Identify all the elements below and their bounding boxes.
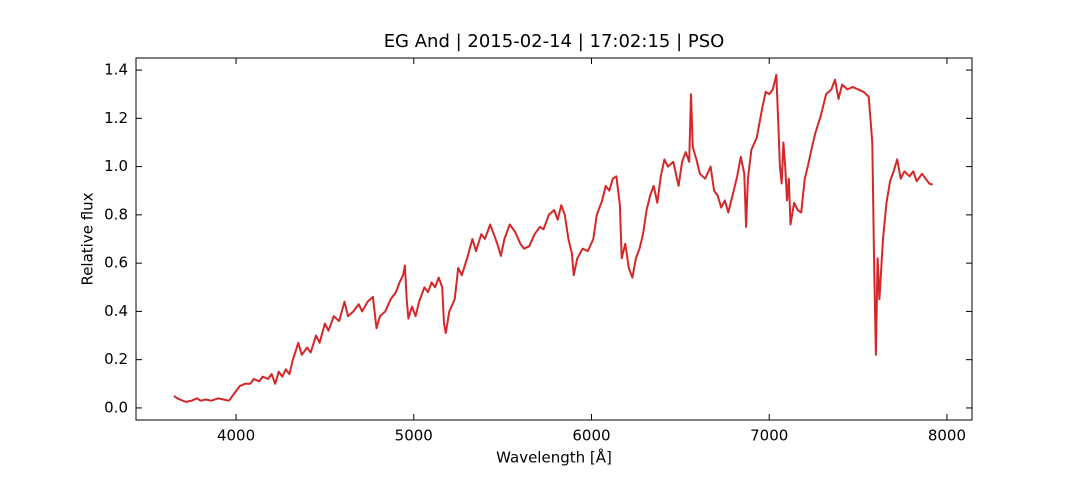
chart-title: EG And | 2015-02-14 | 17:02:15 | PSO: [384, 31, 725, 52]
x-tick-label: 4000: [217, 427, 255, 445]
x-tick-label: 8000: [928, 427, 966, 445]
y-tick-label: 0.8: [104, 205, 128, 223]
x-tick-label: 7000: [750, 427, 788, 445]
y-tick-label: 1.4: [104, 61, 128, 79]
plot-frame: [135, 57, 973, 421]
x-tick-label: 6000: [572, 427, 610, 445]
y-tick-label: 0.2: [104, 350, 128, 368]
y-axis-label: Relative flux: [79, 192, 97, 285]
y-tick-label: 1.2: [104, 109, 128, 127]
x-axis-label: Wavelength [Å]: [496, 448, 612, 467]
y-tick-label: 0.4: [104, 302, 128, 320]
y-tick-label: 1.0: [104, 157, 128, 175]
y-tick-label: 0.6: [104, 254, 128, 272]
x-tick-label: 5000: [395, 427, 433, 445]
spectrum-line: [173, 73, 934, 403]
y-tick-label: 0.0: [104, 398, 128, 416]
